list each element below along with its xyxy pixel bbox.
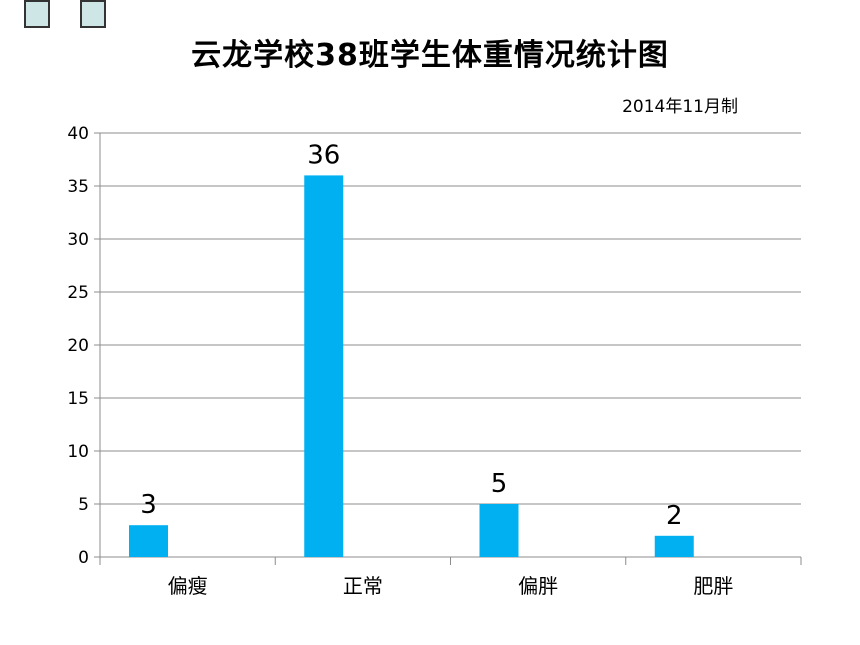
y-tick-label: 30 [67,230,89,250]
decorative-square-1 [24,0,50,28]
chart-title: 云龙学校38班学生体重情况统计图 [191,38,669,73]
data-label: 3 [140,490,157,520]
y-tick-label: 10 [67,442,89,462]
bar [479,504,519,557]
chart-subtitle: 2014年11月制 [622,97,738,117]
y-tick-label: 25 [67,283,89,303]
y-tick-label: 15 [67,389,89,409]
data-label: 5 [491,469,508,499]
data-label: 2 [666,501,683,531]
bar [654,535,694,557]
bar [129,525,168,557]
x-category-label: 肥胖 [693,574,733,598]
y-tick-label: 40 [67,124,89,144]
data-label: 36 [307,140,340,170]
bar [304,175,344,557]
x-category-label: 偏胖 [518,574,558,598]
decorative-square-2 [80,0,106,28]
y-tick-label: 20 [67,336,89,356]
x-category-label: 偏瘦 [168,574,208,598]
x-category-label: 正常 [343,574,383,598]
y-tick-label: 0 [78,548,89,568]
y-tick-label: 35 [67,177,89,197]
y-tick-label: 5 [78,495,89,515]
